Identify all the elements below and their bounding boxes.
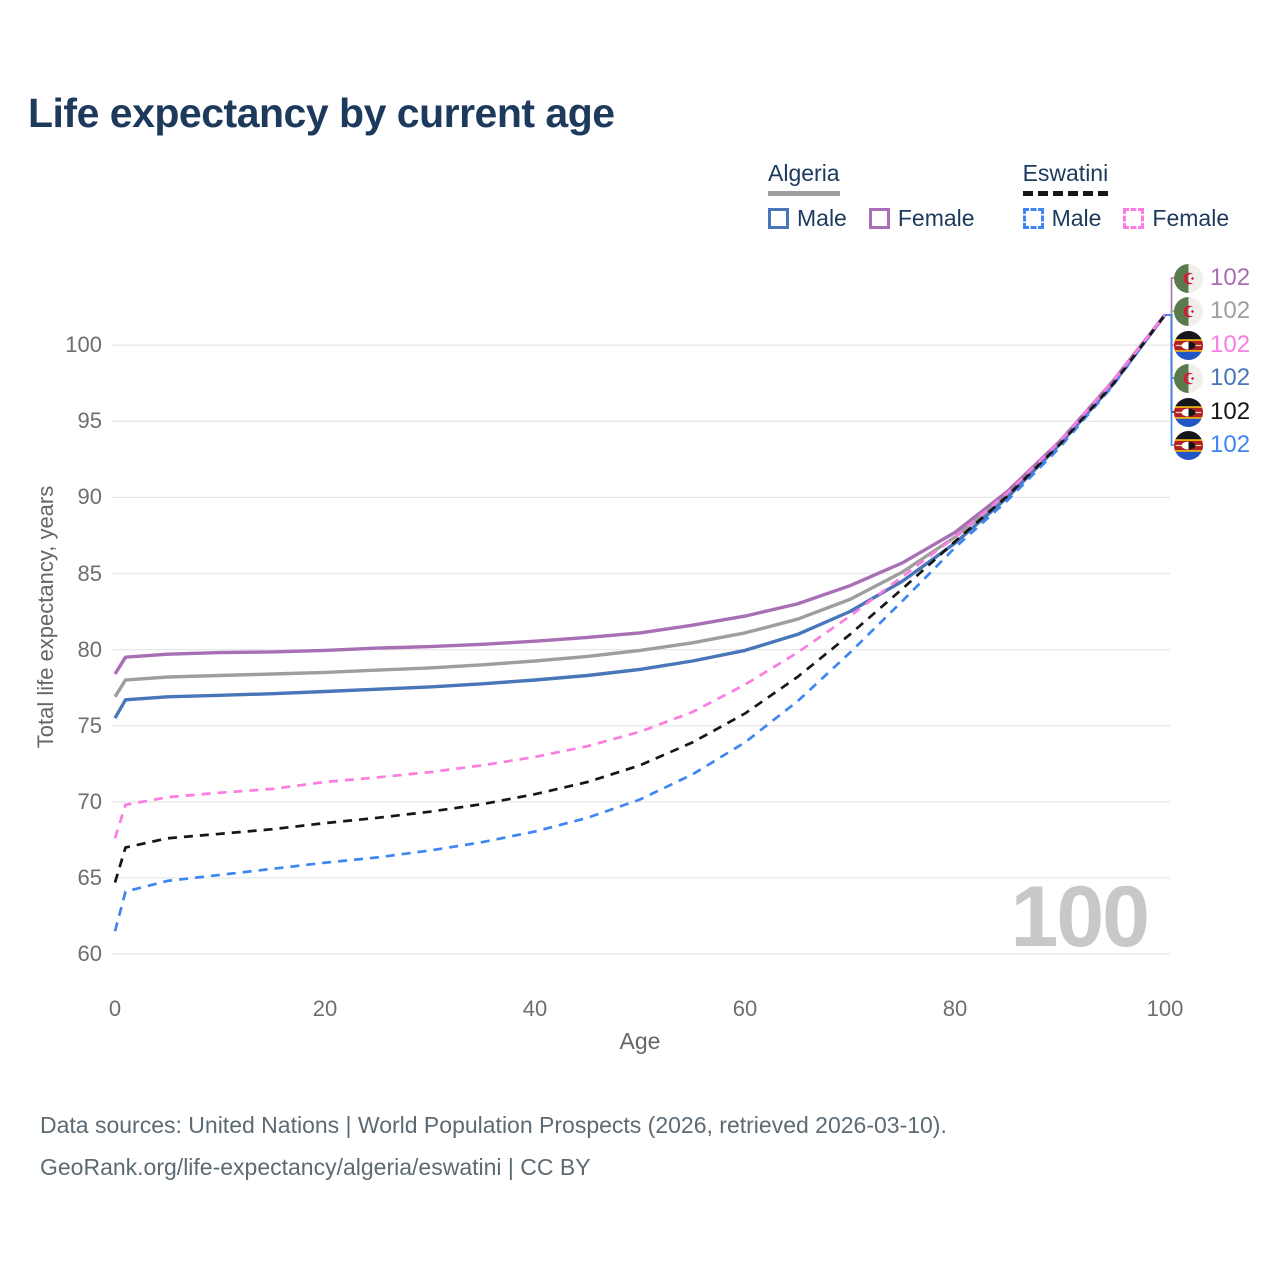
legend-group-eswatini: Eswatini Male Female xyxy=(1022,160,1229,232)
x-tick-label: 60 xyxy=(732,996,758,1021)
y-tick-label: 80 xyxy=(77,637,102,662)
x-tick-label: 20 xyxy=(312,996,338,1021)
legend-item-algeria-male[interactable]: Male xyxy=(768,205,847,232)
y-tick-label: 95 xyxy=(77,408,102,433)
legend-item-eswatini-male[interactable]: Male xyxy=(1022,205,1102,232)
end-value-label: 102 xyxy=(1210,331,1251,358)
eswatini-flag-icon xyxy=(1174,331,1203,360)
legend-item-label: Female xyxy=(1152,205,1230,231)
x-tick-label: 40 xyxy=(522,996,548,1021)
legend-item-label: Male xyxy=(1051,205,1102,231)
source-attribution: Data sources: United Nations | World Pop… xyxy=(40,1104,947,1188)
legend-swatch-algeria-female xyxy=(868,208,890,229)
page-title: Life expectancy by current age xyxy=(28,90,615,136)
eswatini-flag-icon xyxy=(1174,431,1203,460)
legend-item-algeria-female[interactable]: Female xyxy=(868,205,975,232)
eswatini-flag-icon xyxy=(1174,398,1203,427)
legend-item-eswatini-female[interactable]: Female xyxy=(1123,205,1229,232)
x-axis-title: Age xyxy=(619,1028,661,1054)
x-tick-label: 0 xyxy=(108,996,122,1021)
y-tick-label: 65 xyxy=(77,865,102,890)
y-tick-label: 85 xyxy=(77,561,102,586)
algeria-flag-icon xyxy=(1174,264,1203,293)
end-value-label: 102 xyxy=(1210,297,1251,324)
end-label-row-algeria-both: 102 xyxy=(1174,296,1250,326)
end-label-row-algeria-male: 102 xyxy=(1174,363,1250,393)
algeria-flag-icon xyxy=(1174,364,1203,393)
y-tick-label: 75 xyxy=(77,713,102,738)
end-value-label: 102 xyxy=(1210,364,1251,391)
age-watermark: 100 xyxy=(1010,869,1150,965)
x-tick-label: 100 xyxy=(1146,996,1184,1021)
y-tick-label: 70 xyxy=(77,789,102,814)
end-label-row-eswatini-both: 102 xyxy=(1174,397,1250,427)
end-label-row-algeria-female: 102 xyxy=(1174,263,1250,293)
legend-item-label: Female xyxy=(897,205,975,231)
end-value-label: 102 xyxy=(1210,431,1251,458)
y-tick-label: 60 xyxy=(77,941,102,966)
end-label-row-eswatini-male: 102 xyxy=(1174,430,1250,460)
legend-group-title-eswatini[interactable]: Eswatini xyxy=(1022,160,1109,196)
source-url-line: GeoRank.org/life-expectancy/algeria/eswa… xyxy=(40,1154,591,1180)
legend-swatch-algeria-male xyxy=(768,208,789,229)
data-sources-line: Data sources: United Nations | World Pop… xyxy=(40,1112,947,1138)
end-value-label: 102 xyxy=(1210,398,1251,425)
legend-item-label: Male xyxy=(797,205,847,231)
y-tick-label: 100 xyxy=(65,332,102,357)
end-label-row-eswatini-female: 102 xyxy=(1174,330,1250,360)
legend-swatch-eswatini-female xyxy=(1123,208,1145,229)
end-value-label: 102 xyxy=(1210,264,1251,291)
legend-group-title-algeria[interactable]: Algeria xyxy=(768,160,840,196)
x-tick-label: 80 xyxy=(942,996,968,1021)
chart-legend: Algeria Male Female Eswatini Male xyxy=(768,160,1229,232)
algeria-flag-icon xyxy=(1174,297,1203,326)
legend-group-algeria: Algeria Male Female xyxy=(768,160,975,232)
y-tick-label: 90 xyxy=(77,484,102,509)
legend-swatch-eswatini-male xyxy=(1022,208,1044,229)
